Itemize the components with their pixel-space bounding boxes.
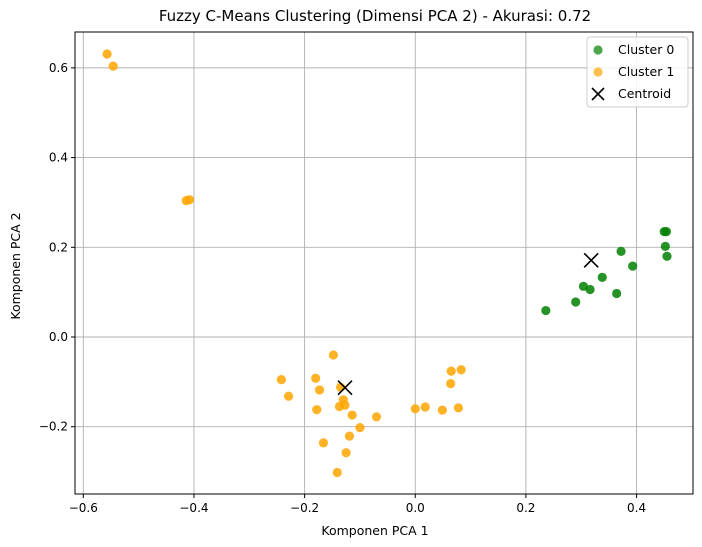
grid xyxy=(75,32,693,494)
cluster-0-point xyxy=(661,227,672,237)
cluster-1-point xyxy=(311,373,321,383)
legend-label: Centroid xyxy=(618,86,671,101)
y-tick-label: −0.2 xyxy=(39,420,68,434)
cluster-1-point xyxy=(102,49,112,59)
x-tick-label: −0.2 xyxy=(290,501,319,515)
legend-box xyxy=(586,36,689,108)
y-axis-label: Komponen PCA 2 xyxy=(8,212,23,319)
y-tick-label: 0.0 xyxy=(49,330,68,344)
centroid-marker xyxy=(583,252,599,268)
y-tick-label: 0.4 xyxy=(49,151,68,165)
data-points xyxy=(102,49,672,478)
x-tick-label: −0.4 xyxy=(179,501,208,515)
cluster-1-point xyxy=(453,403,464,413)
x-tick-label: −0.6 xyxy=(69,501,98,515)
cluster-0-point xyxy=(585,284,595,295)
cluster-0-point xyxy=(628,261,638,271)
cluster-1-point xyxy=(371,412,382,422)
axis-ticks: −0.6 −0.4 −0.2 0.0 0.2 0.4 −0.2 0.0 0.2 0.4 0.6 xyxy=(39,61,646,515)
cluster-1-point xyxy=(446,379,456,389)
cluster-0-point xyxy=(571,297,581,307)
cluster-1-point xyxy=(344,431,355,441)
y-tick-label: 0.2 xyxy=(49,240,68,254)
cluster-1-point xyxy=(283,391,294,401)
x-tick-label: 0.4 xyxy=(627,501,646,515)
cluster-1-point xyxy=(340,400,350,410)
cluster-1-point xyxy=(318,438,329,448)
cluster-0-point xyxy=(660,241,670,252)
cluster-1-point xyxy=(341,448,351,458)
x-tick-label: 0.0 xyxy=(406,501,425,515)
cluster-1-point xyxy=(420,402,430,412)
legend-marker xyxy=(593,45,603,55)
x-tick-label: 0.2 xyxy=(516,501,535,515)
x-axis-label: Komponen PCA 1 xyxy=(321,523,428,538)
legend-label: Cluster 0 xyxy=(618,42,674,57)
legend-marker xyxy=(591,87,605,101)
cluster-1-point xyxy=(314,385,325,395)
cluster-1-point xyxy=(332,467,342,478)
cluster-0-point xyxy=(612,288,622,299)
cluster-1-point xyxy=(410,404,420,414)
cluster-1-point xyxy=(446,366,456,376)
cluster-0-point xyxy=(541,305,551,316)
cluster-1-point xyxy=(328,350,338,360)
legend-marker xyxy=(593,67,603,77)
centroid-marker xyxy=(337,380,353,396)
legend: Cluster 0 Cluster 1 Centroid xyxy=(586,36,689,108)
cluster-1-point xyxy=(437,405,447,415)
cluster-1-point xyxy=(108,61,118,71)
cluster-1-point xyxy=(456,365,466,375)
chart-title: Fuzzy C-Means Clustering (Dimensi PCA 2)… xyxy=(159,7,591,25)
cluster-1-point xyxy=(312,405,322,415)
cluster-1-point xyxy=(355,423,365,433)
cluster-1-point xyxy=(184,195,195,205)
legend-label: Cluster 1 xyxy=(618,64,674,79)
plot-area-frame xyxy=(74,31,694,495)
y-tick-label: 0.6 xyxy=(49,61,68,75)
cluster-0-point xyxy=(616,246,626,256)
cluster-0-point xyxy=(597,272,607,282)
cluster-0-point xyxy=(662,251,672,261)
cluster-1-point xyxy=(276,375,286,385)
cluster-1-point xyxy=(347,410,357,420)
